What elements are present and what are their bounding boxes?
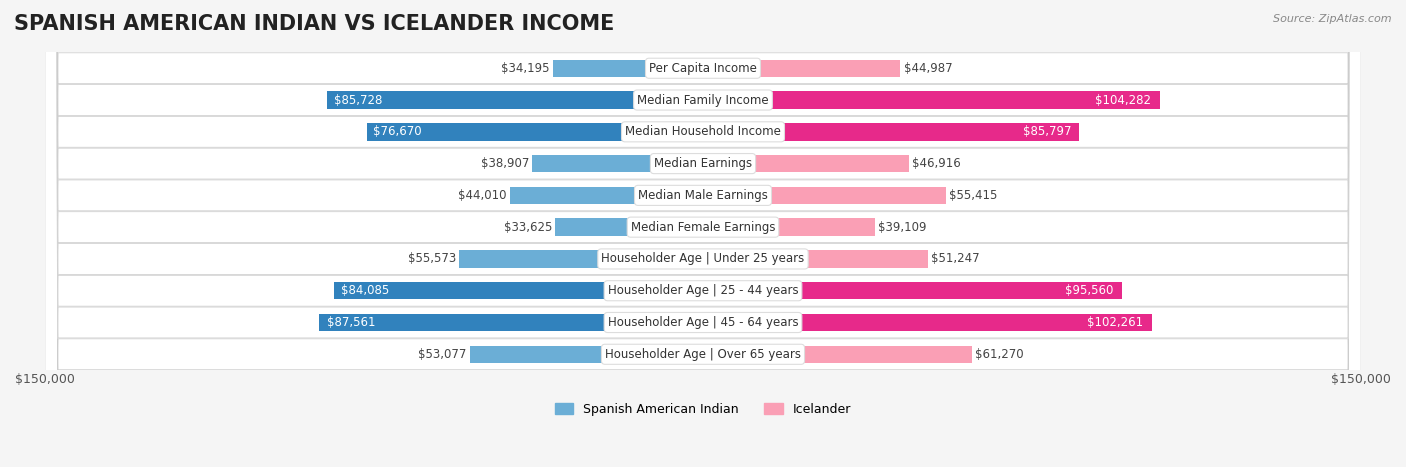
Text: SPANISH AMERICAN INDIAN VS ICELANDER INCOME: SPANISH AMERICAN INDIAN VS ICELANDER INC… xyxy=(14,14,614,34)
Text: Median Earnings: Median Earnings xyxy=(654,157,752,170)
Bar xyxy=(335,282,703,299)
FancyBboxPatch shape xyxy=(45,0,1361,467)
Bar xyxy=(703,123,1080,141)
Text: $53,077: $53,077 xyxy=(419,348,467,361)
Bar xyxy=(703,346,972,363)
FancyBboxPatch shape xyxy=(45,0,1361,467)
Text: Median Household Income: Median Household Income xyxy=(626,125,780,138)
FancyBboxPatch shape xyxy=(45,0,1361,467)
Text: $85,797: $85,797 xyxy=(1024,125,1071,138)
Text: Source: ZipAtlas.com: Source: ZipAtlas.com xyxy=(1274,14,1392,24)
Bar xyxy=(328,91,703,109)
Text: $104,282: $104,282 xyxy=(1095,93,1152,106)
Text: $102,261: $102,261 xyxy=(1087,316,1143,329)
FancyBboxPatch shape xyxy=(45,0,1361,467)
Bar xyxy=(367,123,703,141)
FancyBboxPatch shape xyxy=(45,0,1361,467)
Text: Householder Age | Under 25 years: Householder Age | Under 25 years xyxy=(602,253,804,265)
Text: Householder Age | 45 - 64 years: Householder Age | 45 - 64 years xyxy=(607,316,799,329)
Bar xyxy=(319,314,703,331)
Legend: Spanish American Indian, Icelander: Spanish American Indian, Icelander xyxy=(550,398,856,421)
Text: $34,195: $34,195 xyxy=(501,62,550,75)
Text: $84,085: $84,085 xyxy=(342,284,389,297)
Bar xyxy=(703,219,875,236)
Text: $44,987: $44,987 xyxy=(904,62,952,75)
Bar xyxy=(703,250,928,268)
FancyBboxPatch shape xyxy=(45,0,1361,467)
Text: $87,561: $87,561 xyxy=(326,316,375,329)
Text: $85,728: $85,728 xyxy=(335,93,382,106)
Bar xyxy=(703,155,908,172)
Bar xyxy=(460,250,703,268)
Text: $38,907: $38,907 xyxy=(481,157,529,170)
FancyBboxPatch shape xyxy=(45,0,1361,467)
Bar xyxy=(703,314,1152,331)
Bar xyxy=(510,187,703,204)
Text: $76,670: $76,670 xyxy=(374,125,422,138)
Text: Householder Age | 25 - 44 years: Householder Age | 25 - 44 years xyxy=(607,284,799,297)
Text: Householder Age | Over 65 years: Householder Age | Over 65 years xyxy=(605,348,801,361)
Text: $55,573: $55,573 xyxy=(408,253,456,265)
Bar xyxy=(703,187,946,204)
Text: $46,916: $46,916 xyxy=(912,157,960,170)
Text: $61,270: $61,270 xyxy=(976,348,1024,361)
Bar xyxy=(703,282,1122,299)
Bar xyxy=(555,219,703,236)
Bar xyxy=(553,59,703,77)
Bar xyxy=(470,346,703,363)
Text: $33,625: $33,625 xyxy=(503,221,553,234)
Text: Median Female Earnings: Median Female Earnings xyxy=(631,221,775,234)
FancyBboxPatch shape xyxy=(45,0,1361,467)
Text: Per Capita Income: Per Capita Income xyxy=(650,62,756,75)
Bar xyxy=(533,155,703,172)
Text: Median Family Income: Median Family Income xyxy=(637,93,769,106)
Text: $55,415: $55,415 xyxy=(949,189,998,202)
FancyBboxPatch shape xyxy=(45,0,1361,467)
Bar xyxy=(703,91,1160,109)
Text: $95,560: $95,560 xyxy=(1066,284,1114,297)
Text: $44,010: $44,010 xyxy=(458,189,506,202)
Text: $39,109: $39,109 xyxy=(877,221,927,234)
Text: $51,247: $51,247 xyxy=(931,253,980,265)
Bar xyxy=(703,59,900,77)
Text: Median Male Earnings: Median Male Earnings xyxy=(638,189,768,202)
FancyBboxPatch shape xyxy=(45,0,1361,467)
